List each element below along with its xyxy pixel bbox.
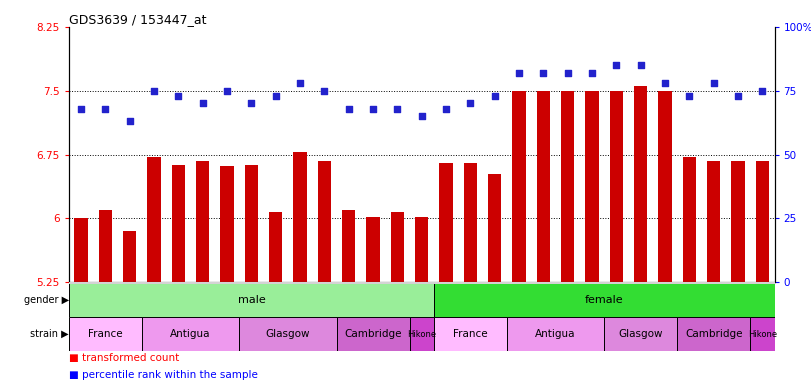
Text: Cambridge: Cambridge (345, 329, 401, 339)
Bar (561, 91, 574, 282)
Point (488, 93, 501, 99)
Bar (683, 157, 696, 282)
Text: strain ▶: strain ▶ (30, 329, 69, 339)
Point (391, 106, 404, 112)
Bar (440, 163, 453, 282)
Bar (245, 165, 258, 282)
Bar (586, 91, 599, 282)
Point (513, 70, 526, 76)
Bar (610, 91, 623, 282)
Bar (99, 210, 112, 282)
Point (221, 88, 234, 94)
Text: France: France (453, 329, 487, 339)
Point (367, 106, 380, 112)
Bar (75, 218, 88, 282)
Bar (659, 91, 672, 282)
Bar (391, 212, 404, 282)
Text: Glasgow: Glasgow (266, 329, 310, 339)
Point (294, 80, 307, 86)
Bar (196, 161, 209, 282)
Point (659, 80, 672, 86)
Point (756, 88, 769, 94)
Bar (410, 317, 434, 351)
Bar (732, 161, 744, 282)
Point (634, 62, 647, 68)
Point (561, 70, 574, 76)
Text: ■ percentile rank within the sample: ■ percentile rank within the sample (69, 370, 258, 380)
Text: Cambridge: Cambridge (685, 329, 742, 339)
Point (99, 106, 112, 112)
Text: Hikone: Hikone (748, 329, 777, 339)
Point (342, 106, 355, 112)
Bar (318, 161, 331, 282)
Text: Glasgow: Glasgow (619, 329, 663, 339)
Bar (464, 163, 477, 282)
Point (172, 93, 185, 99)
Bar (434, 317, 507, 351)
Bar (507, 317, 604, 351)
Bar (69, 317, 142, 351)
Bar (69, 282, 434, 317)
Point (269, 93, 282, 99)
Bar (367, 217, 380, 282)
Text: gender ▶: gender ▶ (24, 295, 69, 305)
Point (586, 70, 599, 76)
Bar (148, 157, 161, 282)
Point (707, 80, 720, 86)
Point (464, 101, 477, 107)
Bar (415, 217, 428, 282)
Bar (677, 317, 750, 351)
Text: Antigua: Antigua (170, 329, 211, 339)
Bar (221, 166, 234, 282)
Bar (172, 165, 185, 282)
Point (123, 118, 136, 124)
Point (440, 106, 453, 112)
Bar (123, 231, 136, 282)
Point (537, 70, 550, 76)
Bar (434, 282, 775, 317)
Point (318, 88, 331, 94)
Point (610, 62, 623, 68)
Bar (488, 174, 501, 282)
Point (245, 101, 258, 107)
Point (732, 93, 744, 99)
Text: Antigua: Antigua (535, 329, 576, 339)
Bar (239, 317, 337, 351)
Bar (513, 91, 526, 282)
Text: female: female (585, 295, 624, 305)
Bar (269, 212, 282, 282)
Bar (756, 161, 769, 282)
Point (196, 101, 209, 107)
Text: GDS3639 / 153447_at: GDS3639 / 153447_at (69, 13, 207, 26)
Bar (537, 91, 550, 282)
Point (683, 93, 696, 99)
Text: ■ transformed count: ■ transformed count (69, 353, 179, 363)
Bar (342, 210, 355, 282)
Bar (142, 317, 239, 351)
Bar (750, 317, 775, 351)
Text: male: male (238, 295, 265, 305)
Bar (294, 152, 307, 282)
Bar (337, 317, 410, 351)
Bar (634, 86, 647, 282)
Point (415, 113, 428, 119)
Text: France: France (88, 329, 122, 339)
Text: Hikone: Hikone (407, 329, 436, 339)
Bar (604, 317, 677, 351)
Point (148, 88, 161, 94)
Bar (707, 161, 720, 282)
Point (75, 106, 88, 112)
